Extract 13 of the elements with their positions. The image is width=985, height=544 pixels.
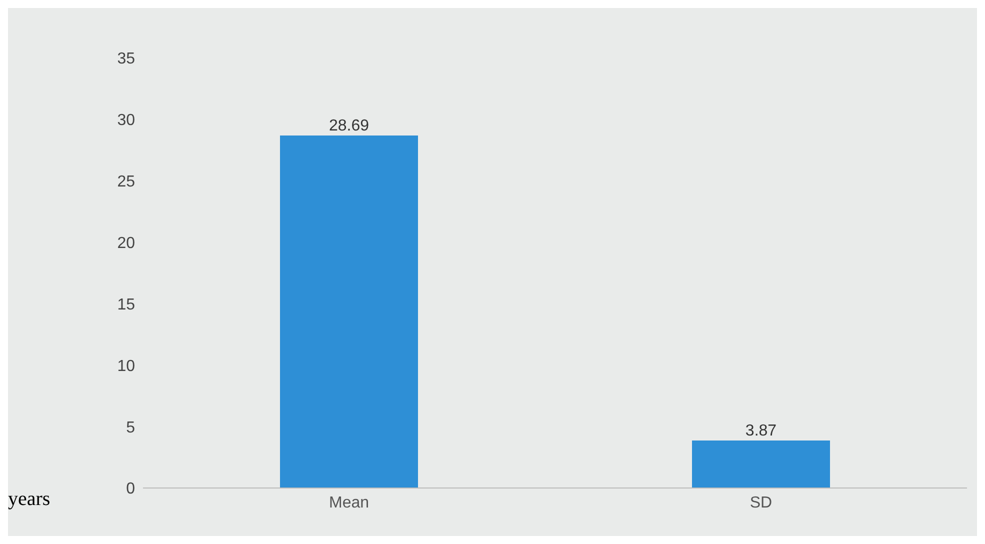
y-tick-label: 10	[117, 358, 136, 375]
y-tick-label: 15	[117, 296, 136, 314]
x-tick-label: SD	[750, 494, 772, 512]
y-tick-label: 5	[126, 419, 136, 436]
x-tick-label: Mean	[328, 494, 370, 512]
y-tick-label: 0	[126, 480, 136, 498]
text: years	[8, 488, 50, 511]
data-label: 28.69	[328, 118, 370, 135]
data-label: 3.87	[745, 422, 777, 440]
y-tick-label: 20	[117, 234, 136, 252]
y-tick-label: 35	[117, 50, 136, 68]
y-tick-label: 30	[117, 112, 136, 130]
y-tick-label: 25	[117, 174, 136, 191]
